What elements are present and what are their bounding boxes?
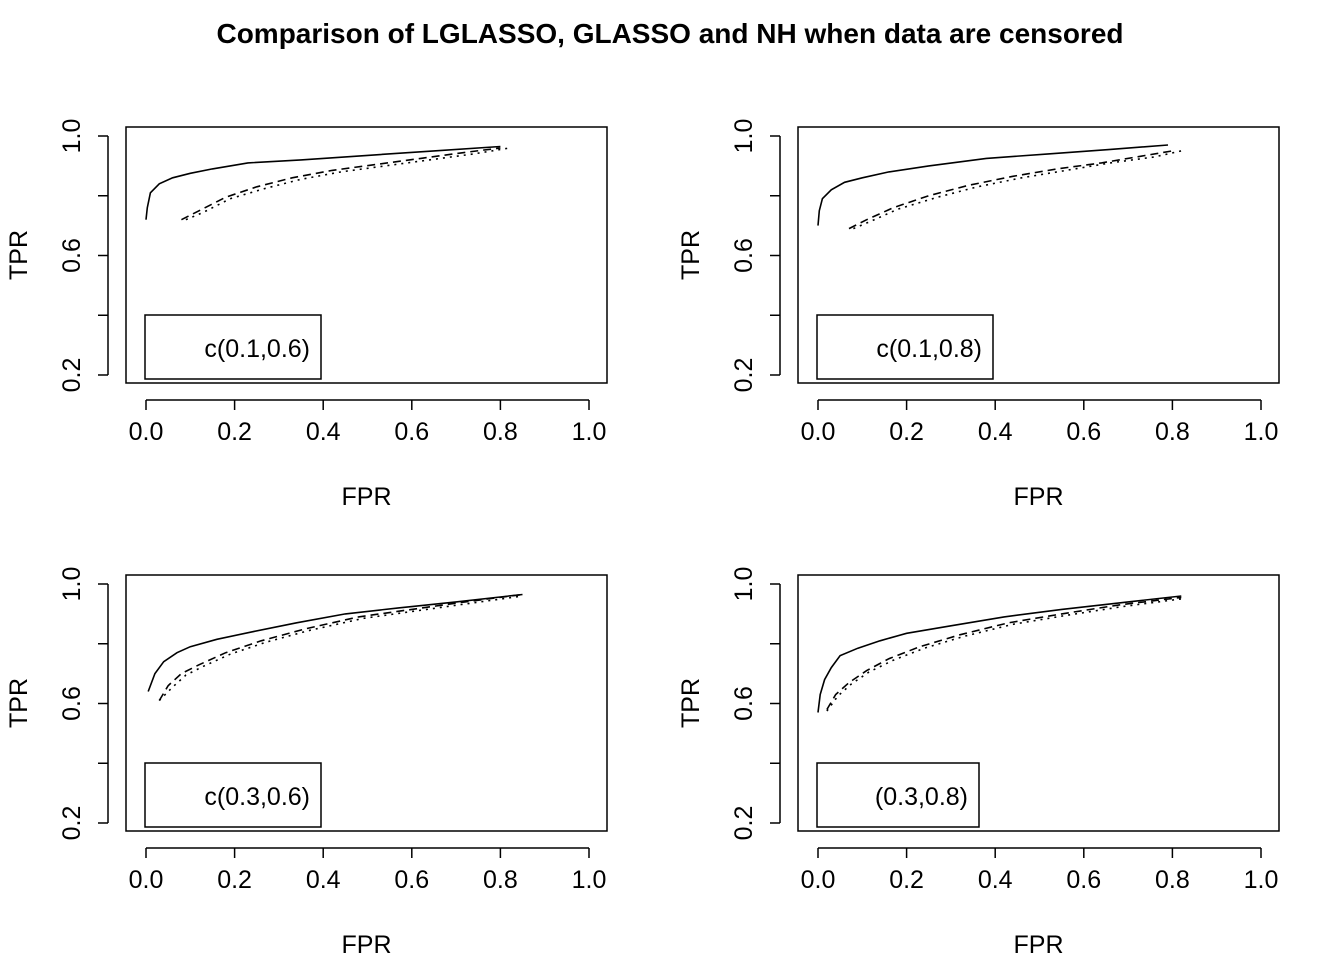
x-axis-label: FPR bbox=[342, 483, 392, 511]
legend-box bbox=[144, 762, 322, 828]
x-tick-label: 1.0 bbox=[1244, 866, 1279, 894]
panel-2: 0.0 0.2 0.4 0.6 0.8 1.0 0.2 0.6 1.0 FPR TPR c(0.1,0… bbox=[677, 119, 1280, 511]
series-line-dotted bbox=[185, 147, 510, 221]
x-tick-label: 0.0 bbox=[801, 418, 836, 446]
y-tick-label: 0.2 bbox=[730, 806, 758, 841]
x-tick-label: 0.4 bbox=[978, 418, 1013, 446]
series-line-solid bbox=[147, 593, 523, 692]
y-axis-label: TPR bbox=[5, 678, 33, 728]
figure-title: Comparison of LGLASSO, GLASSO and NH whe… bbox=[216, 18, 1123, 49]
x-tick-label: 0.6 bbox=[1066, 866, 1101, 894]
series-line-solid bbox=[145, 145, 501, 220]
series-line-dashed bbox=[826, 596, 1182, 710]
legend-box bbox=[816, 762, 980, 828]
legend-box bbox=[144, 314, 322, 380]
panel-3: 0.0 0.2 0.4 0.6 0.8 1.0 0.2 0.6 1.0 FPR TPR c(0.3,0… bbox=[5, 567, 608, 959]
y-tick-label: 1.0 bbox=[730, 119, 758, 154]
x-tick-label: 0.2 bbox=[889, 866, 924, 894]
x-tick-label: 0.0 bbox=[129, 866, 164, 894]
x-axis-label: FPR bbox=[1014, 931, 1064, 959]
y-axis-label: TPR bbox=[5, 230, 33, 280]
series-line-dashed bbox=[181, 147, 501, 221]
x-tick-label: 0.2 bbox=[889, 418, 924, 446]
x-tick-label: 0.0 bbox=[801, 866, 836, 894]
series-line-dashed bbox=[848, 150, 1173, 230]
x-tick-label: 0.4 bbox=[978, 866, 1013, 894]
plot-frame bbox=[125, 126, 608, 384]
x-tick-label: 0.4 bbox=[306, 418, 341, 446]
y-tick-label: 0.6 bbox=[730, 686, 758, 721]
panel-1: 0.0 0.2 0.4 0.6 0.8 1.0 0.2 0.6 1.0 FPR TPR c(0.1,0… bbox=[5, 119, 608, 511]
y-tick-label: 0.2 bbox=[58, 806, 86, 841]
series-line-dotted bbox=[158, 595, 523, 702]
x-tick-label: 1.0 bbox=[572, 866, 607, 894]
series-line-dotted bbox=[853, 150, 1182, 230]
series-line-solid bbox=[817, 595, 1182, 713]
y-axis-label: TPR bbox=[677, 678, 705, 728]
x-tick-label: 0.6 bbox=[394, 866, 429, 894]
y-tick-label: 0.2 bbox=[730, 358, 758, 393]
legend-label: c(0.3,0.6) bbox=[204, 783, 310, 811]
x-tick-label: 0.0 bbox=[129, 418, 164, 446]
plot-frame bbox=[797, 574, 1280, 832]
y-tick-label: 0.6 bbox=[730, 238, 758, 273]
x-tick-label: 0.4 bbox=[306, 866, 341, 894]
legend-label: c(0.1,0.8) bbox=[876, 335, 982, 363]
plot-frame bbox=[125, 574, 608, 832]
panels: 0.0 0.2 0.4 0.6 0.8 1.0 0.2 0.6 1.0 FPR TPR c(0.1,0… bbox=[5, 119, 1280, 959]
legend-box bbox=[816, 314, 994, 380]
series-line-dotted bbox=[826, 598, 1182, 712]
x-tick-label: 0.8 bbox=[483, 866, 518, 894]
y-axis-label: TPR bbox=[677, 230, 705, 280]
series-line-solid bbox=[817, 144, 1169, 226]
y-tick-label: 0.6 bbox=[58, 686, 86, 721]
x-tick-label: 1.0 bbox=[572, 418, 607, 446]
y-tick-label: 0.2 bbox=[58, 358, 86, 393]
y-tick-label: 1.0 bbox=[58, 119, 86, 154]
x-tick-label: 0.2 bbox=[217, 866, 252, 894]
y-tick-label: 0.6 bbox=[58, 238, 86, 273]
y-tick-label: 1.0 bbox=[58, 567, 86, 602]
x-tick-label: 0.6 bbox=[1066, 418, 1101, 446]
y-tick-label: 1.0 bbox=[730, 567, 758, 602]
x-axis-label: FPR bbox=[1014, 483, 1064, 511]
plot-frame bbox=[797, 126, 1280, 384]
x-tick-label: 0.6 bbox=[394, 418, 429, 446]
x-tick-label: 0.2 bbox=[217, 418, 252, 446]
panel-4: 0.0 0.2 0.4 0.6 0.8 1.0 0.2 0.6 1.0 FPR TPR (0.3,0.… bbox=[677, 567, 1280, 959]
legend-label: (0.3,0.8) bbox=[875, 783, 968, 811]
x-tick-label: 1.0 bbox=[1244, 418, 1279, 446]
x-tick-label: 0.8 bbox=[1155, 418, 1190, 446]
legend-label: c(0.1,0.6) bbox=[204, 335, 310, 363]
x-tick-label: 0.8 bbox=[483, 418, 518, 446]
series-line-dashed bbox=[158, 593, 523, 701]
x-axis-label: FPR bbox=[342, 931, 392, 959]
x-tick-label: 0.8 bbox=[1155, 866, 1190, 894]
